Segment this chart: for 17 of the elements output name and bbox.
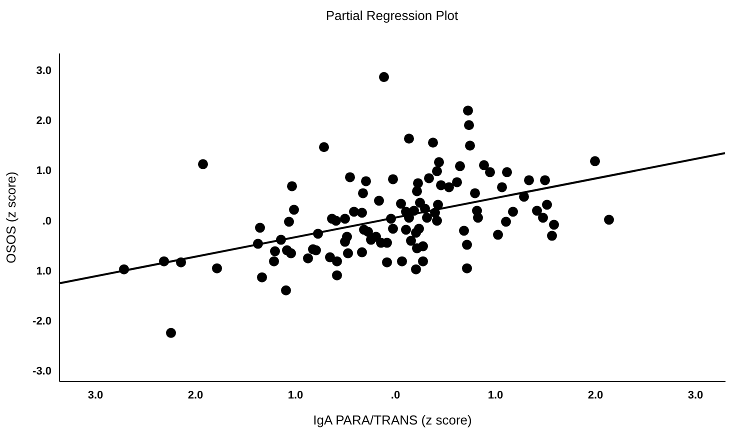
y-tick-label: -3.0 <box>32 365 52 378</box>
x-tick-label: 3.0 <box>688 390 704 402</box>
chart-title: Partial Regression Plot <box>326 8 458 23</box>
y-tick-label: -2.0 <box>32 315 52 328</box>
y-tick-label: 1.0 <box>36 165 52 178</box>
x-axis-title: IgA PARA/TRANS (z score) <box>313 412 472 428</box>
x-tick-label: 3.0 <box>88 390 104 402</box>
x-tick-label: 2.0 <box>588 390 604 402</box>
y-tick-label: 2.0 <box>36 115 52 128</box>
y-tick-label: 1.0 <box>36 265 52 278</box>
y-tick-label: .0 <box>42 215 52 228</box>
x-tick-label: 1.0 <box>288 390 304 402</box>
y-tick-label: 3.0 <box>36 65 52 78</box>
x-tick-label: .0 <box>390 390 400 402</box>
x-tick-label: 2.0 <box>188 390 204 402</box>
y-axis-title: OSOS (z score) <box>4 172 19 264</box>
x-tick-label: 1.0 <box>488 390 504 402</box>
